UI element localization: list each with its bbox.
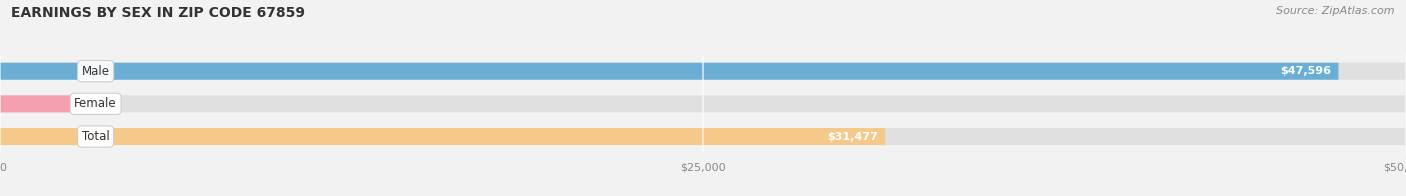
FancyBboxPatch shape — [0, 95, 1406, 112]
Text: Source: ZipAtlas.com: Source: ZipAtlas.com — [1277, 6, 1395, 16]
Text: $47,596: $47,596 — [1281, 66, 1331, 76]
Text: Male: Male — [82, 65, 110, 78]
FancyBboxPatch shape — [0, 63, 1339, 80]
Text: EARNINGS BY SEX IN ZIP CODE 67859: EARNINGS BY SEX IN ZIP CODE 67859 — [11, 6, 305, 20]
Text: Total: Total — [82, 130, 110, 143]
FancyBboxPatch shape — [0, 63, 1406, 80]
FancyBboxPatch shape — [0, 95, 77, 112]
FancyBboxPatch shape — [0, 128, 1406, 145]
Text: $0: $0 — [89, 99, 103, 109]
Text: Female: Female — [75, 97, 117, 110]
Text: $31,477: $31,477 — [827, 132, 879, 142]
FancyBboxPatch shape — [0, 128, 886, 145]
